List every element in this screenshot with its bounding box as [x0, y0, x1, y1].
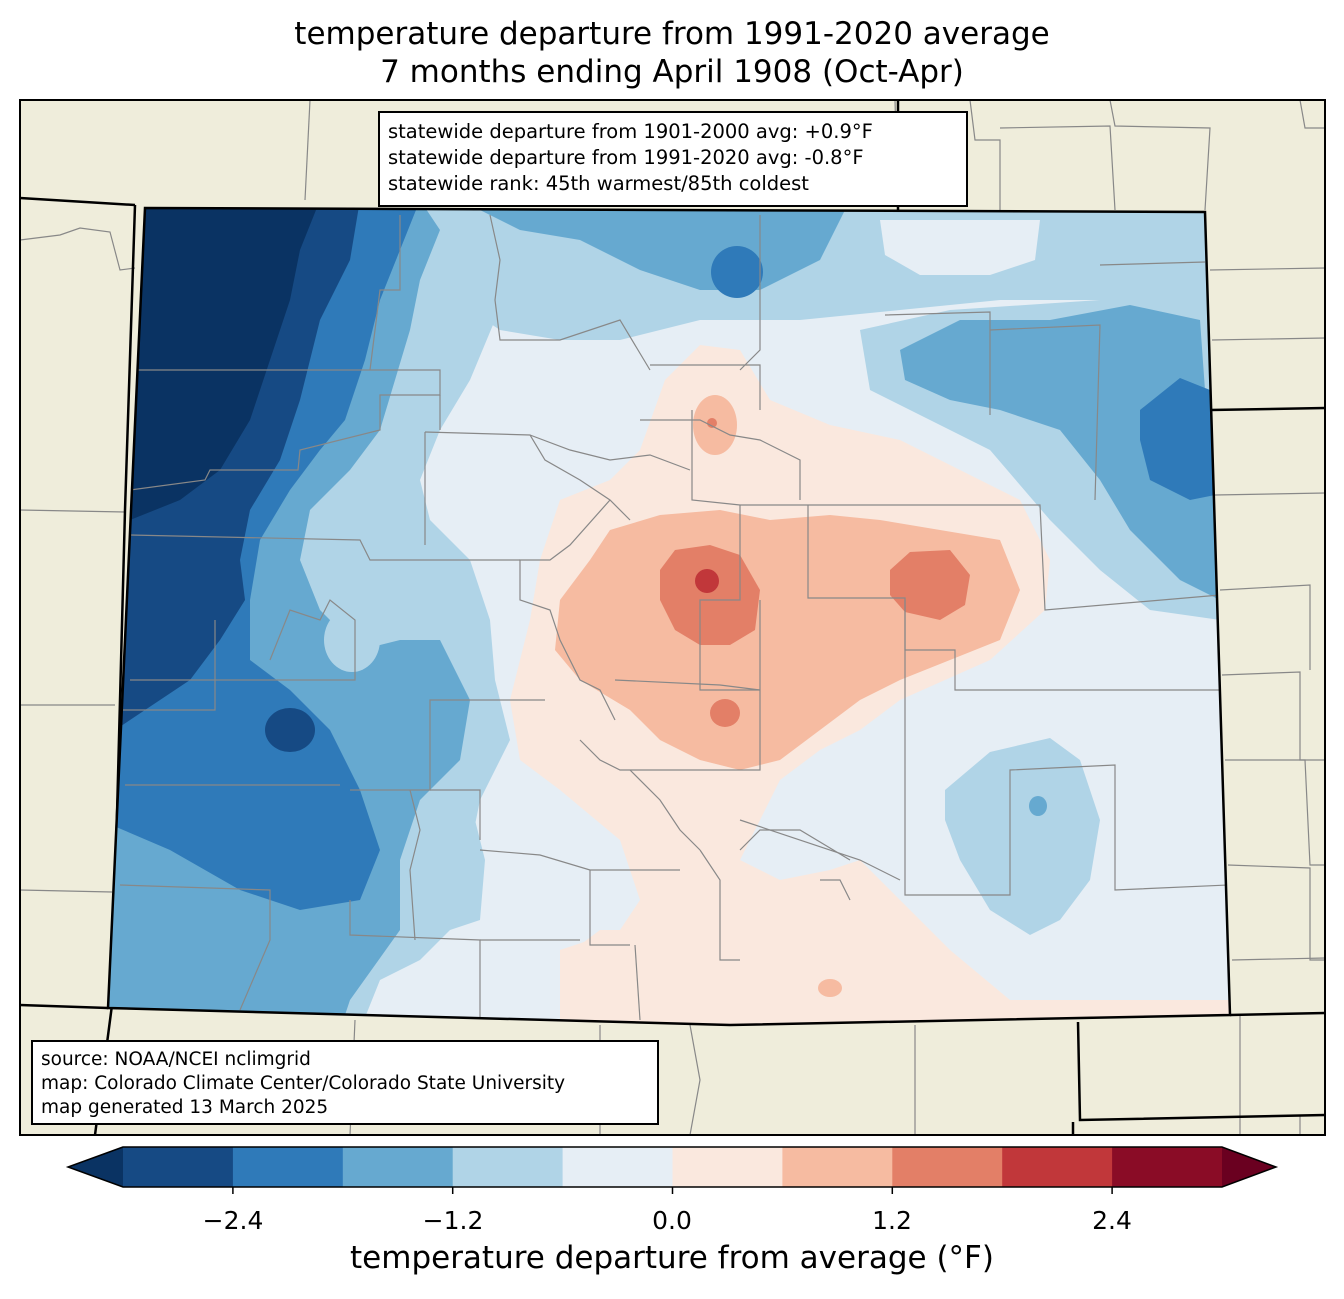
spot-light-west [324, 608, 380, 672]
spot-pos-1.2-south [710, 699, 740, 727]
spot-pos-1.8 [695, 569, 719, 593]
spot-south-warm [818, 979, 842, 997]
map-title-line1: temperature departure from 1991-2020 ave… [294, 16, 1050, 52]
spot-north-dark [711, 246, 763, 298]
source-line-3: map generated 13 March 2025 [41, 1097, 329, 1118]
contour-southeast-light [945, 738, 1100, 935]
colorbar-under-arrow [68, 1147, 123, 1187]
colorbar-tick-label: 1.2 [872, 1206, 912, 1235]
statewide-stats-box: statewide departure from 1901-2000 avg: … [378, 111, 968, 207]
colorbar-bin [342, 1147, 454, 1187]
colorado-county-lines [119, 214, 1229, 1025]
contour-pos-1.2-west [660, 545, 760, 645]
stats-line-2: statewide departure from 1991-2020 avg: … [388, 146, 864, 169]
map-title-line2: 7 months ending April 1908 (Oct-Apr) [380, 54, 964, 90]
contour-northeast-pale [880, 220, 1040, 275]
spot-light-southwest [410, 800, 485, 940]
source-box: source: NOAA/NCEI nclimgrid map: Colorad… [31, 1040, 659, 1125]
temperature-field [108, 208, 1230, 1025]
colorbar-tick-label: 0.0 [652, 1206, 692, 1235]
stats-line-1: statewide departure from 1901-2000 avg: … [388, 120, 873, 143]
source-line-2: map: Colorado Climate Center/Colorado St… [41, 1073, 566, 1094]
colorbar-bin [562, 1147, 673, 1187]
colorbar [65, 1146, 1279, 1194]
colorbar-bin [1112, 1147, 1223, 1187]
colorbar-over-arrow [1222, 1147, 1276, 1187]
colorbar-tick-label: 2.4 [1092, 1206, 1132, 1235]
map-frame [19, 99, 1326, 1136]
source-line-1: source: NOAA/NCEI nclimgrid [41, 1049, 311, 1070]
contour-neg-3.0 [108, 208, 320, 530]
colorbar-bin [232, 1147, 344, 1187]
colorbar-bin [123, 1147, 234, 1187]
contour-pos-1.2-east [890, 550, 970, 620]
colorbar-label: temperature departure from average (°F) [350, 1240, 994, 1276]
spot-southeast-mid [1029, 796, 1047, 816]
spot-north-warm-core [707, 418, 717, 428]
colorbar-bin [1002, 1147, 1113, 1187]
colorbar-tick-label: −1.2 [422, 1206, 484, 1235]
colorbar-bin [892, 1147, 1003, 1187]
colorbar-tick-label: −2.4 [202, 1206, 264, 1235]
stats-line-3: statewide rank: 45th warmest/85th coldes… [388, 172, 809, 195]
spot-dark-west [265, 708, 315, 752]
contour-east-mid [900, 305, 1220, 600]
colorbar-bin [782, 1147, 893, 1187]
colorbar-outline [65, 1146, 1279, 1188]
colorbar-bin [452, 1147, 564, 1187]
colorbar-bin [672, 1147, 783, 1187]
colorado-outline [106, 206, 1232, 1027]
contour-east-dark [1140, 378, 1215, 500]
